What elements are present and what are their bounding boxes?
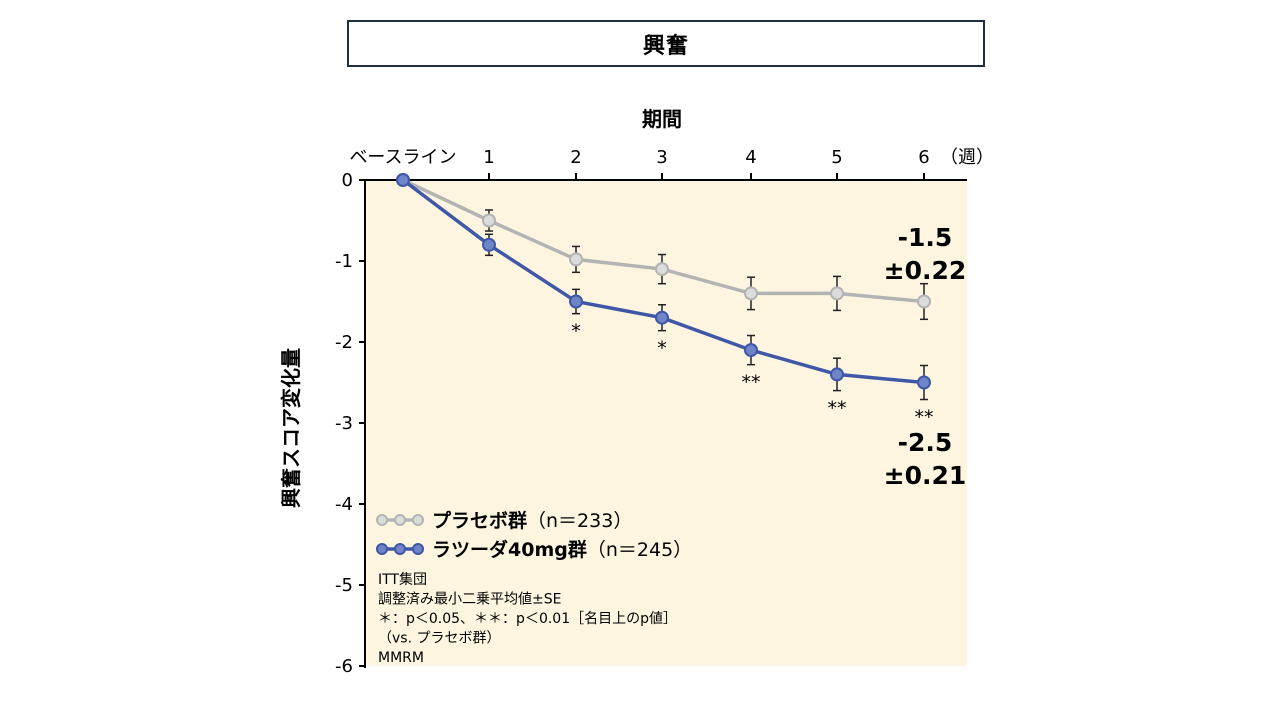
x-tick-label: 2 xyxy=(570,147,581,168)
footnote-line: ＊：p＜0.05、＊＊：p＜0.01［名目上のp値］ xyxy=(378,611,677,627)
footnote-line: MMRM xyxy=(378,650,424,666)
data-point xyxy=(917,375,931,390)
legend-marker xyxy=(394,543,406,555)
data-point xyxy=(917,294,931,309)
legend-series-name: ラツーダ40mg群 xyxy=(432,538,587,561)
x-tick-label: 5 xyxy=(831,147,842,168)
placebo-end-value: -1.5 xyxy=(898,223,953,252)
legend-marker xyxy=(394,514,406,526)
y-tick-label: -2 xyxy=(335,332,353,353)
significance-mark: ** xyxy=(915,407,934,429)
data-point xyxy=(744,343,758,358)
placebo-end-se: ±0.22 xyxy=(884,256,967,285)
legend-series-name: プラセボ群 xyxy=(432,509,527,532)
footnote-line: （vs. プラセボ群） xyxy=(378,631,500,647)
y-axis-title: 興奮スコア変化量 xyxy=(279,348,303,508)
x-tick-label: 4 xyxy=(745,147,756,168)
y-tick-label: -1 xyxy=(335,251,353,272)
significance-mark: * xyxy=(571,321,581,343)
x-axis-title: 期間 xyxy=(642,107,682,131)
data-point xyxy=(569,294,583,309)
data-point xyxy=(655,262,669,277)
drug-end-value: -2.5 xyxy=(898,428,953,457)
legend-n-count: （n＝233） xyxy=(527,510,632,532)
data-point xyxy=(482,213,496,228)
data-point xyxy=(396,173,410,187)
y-tick-label: -4 xyxy=(335,494,353,515)
x-tick-label: 6 xyxy=(918,147,929,168)
plot-background xyxy=(365,180,967,666)
data-point xyxy=(830,367,844,382)
y-tick-label: -6 xyxy=(335,656,353,677)
legend-marker xyxy=(412,514,424,526)
legend-label-1: ラツーダ40mg群（n＝245） xyxy=(432,538,692,561)
legend-marker xyxy=(412,543,424,555)
data-point xyxy=(655,310,669,325)
x-tick-label: 1 xyxy=(483,147,494,168)
data-point xyxy=(744,286,758,301)
footnote-line: 調整済み最小二乗平均値±SE xyxy=(378,592,561,608)
legend-marker xyxy=(376,514,388,526)
data-point xyxy=(569,252,583,267)
y-tick-label: -3 xyxy=(335,413,353,434)
data-point xyxy=(482,237,496,252)
legend-label-0: プラセボ群（n＝233） xyxy=(432,509,632,532)
x-tick-label: ベースライン xyxy=(349,147,456,168)
significance-mark: ** xyxy=(742,372,761,394)
y-tick-label: -5 xyxy=(335,575,353,596)
footnote-line: ITT集団 xyxy=(378,571,427,588)
significance-mark: ** xyxy=(828,398,847,420)
significance-mark: * xyxy=(657,338,667,360)
y-tick-label: 0 xyxy=(342,170,353,191)
x-unit-label: （週） xyxy=(940,147,994,168)
drug-end-se: ±0.21 xyxy=(884,461,967,490)
legend-n-count: （n＝245） xyxy=(587,539,692,561)
data-point xyxy=(830,286,844,301)
chart-title: 興奮 xyxy=(347,20,985,67)
legend-marker xyxy=(376,543,388,555)
x-tick-label: 3 xyxy=(656,147,667,168)
